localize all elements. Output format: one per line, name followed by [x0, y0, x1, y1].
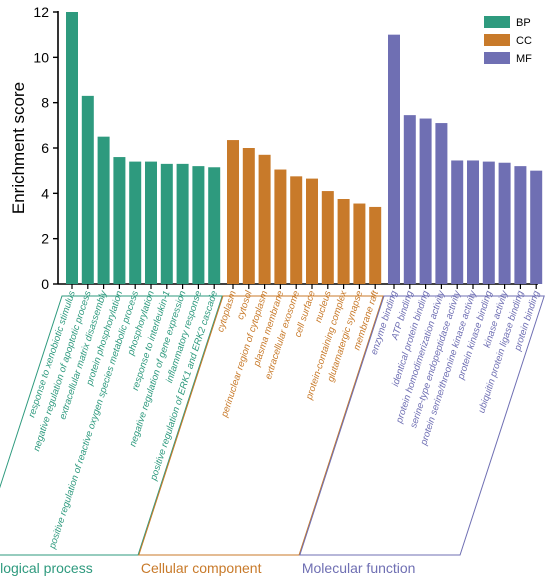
y-tick-label: 4: [41, 185, 49, 201]
bar-bp-response-to-xenobiotic-stimulus: [66, 12, 78, 284]
bar-mf-kinase-activity: [498, 162, 511, 284]
legend: BP CC MF: [484, 16, 532, 65]
bar-mf-protein-binding: [530, 170, 543, 284]
bar-mf-enzyme-binding: [388, 34, 400, 284]
bar-bp-positive-regulation-of-reactive-oxygen-species-metabolic-process: [129, 161, 142, 284]
x-tick-labels: response to xenobiotic stimulusnegative …: [26, 288, 542, 551]
bar-cc-nucleus: [321, 191, 334, 284]
bar-bp-response-to-interleukin-1: [160, 163, 173, 284]
bar-mf-protein-serine-threonine-kinase-activity: [467, 160, 479, 284]
bar-cc-protein-containing-complex: [337, 199, 350, 284]
group-bracket-bp: [0, 295, 223, 556]
legend-swatch-cc: [484, 34, 510, 46]
bars: [66, 12, 543, 285]
bar-bp-inflammatory-response: [192, 166, 205, 284]
bar-cc-plasma-membrane: [274, 169, 287, 284]
bar-cc-extracellular-exosome: [290, 176, 303, 284]
bar-cc-glutamatergic-synapse: [353, 203, 366, 284]
y-tick-label: 8: [41, 95, 49, 111]
bar-mf-protein-kinase-binding: [482, 161, 495, 284]
bar-cc-membrane-raft: [369, 206, 382, 284]
bar-cc-cytoplasm: [227, 140, 239, 284]
y-tick-label: 10: [33, 49, 49, 65]
bar-bp-protein-phosphorylation: [113, 157, 126, 284]
bar-mf-ubiquitin-protein-ligase-binding: [514, 166, 527, 284]
y-tick-label: 6: [41, 140, 49, 156]
bar-bp-negative-regulation-of-gene-expression: [176, 163, 189, 284]
group-label-cc: Cellular component: [141, 560, 262, 576]
legend-label-cc: CC: [516, 35, 532, 47]
group-label-mf: Molecular function: [302, 560, 416, 576]
group-brackets: Biological process Cellular component Mole…: [0, 295, 545, 576]
y-tick-label: 12: [33, 4, 49, 20]
group-bracket-mf: [299, 295, 545, 556]
legend-swatch-bp: [484, 16, 510, 28]
bar-mf-atp-binding: [403, 115, 416, 284]
bar-mf-protein-homodimerization-activity: [435, 123, 448, 284]
group-label-bp: Biological process: [0, 560, 93, 576]
group-bracket-cc: [138, 295, 384, 556]
bar-bp-negative-regulation-of-apoptotic-process: [81, 95, 94, 284]
y-axis-label: Enrichment score: [9, 82, 28, 214]
bar-cc-cell-surface: [306, 178, 318, 284]
bar-bp-phosphorylation: [145, 161, 157, 284]
bar-cc-cytosol: [242, 148, 255, 284]
bar-cc-perinuclear-region-of-cytoplasm: [258, 154, 271, 284]
y-tick-label: 2: [41, 231, 49, 247]
bar-mf-serine-type-endopeptidase-activity: [451, 160, 464, 284]
legend-label-mf: MF: [516, 53, 532, 65]
y-tick-label: 0: [41, 276, 49, 292]
legend-label-bp: BP: [516, 17, 531, 29]
bar-bp-extracellular-matrix-disassembly: [97, 136, 110, 284]
legend-swatch-mf: [484, 52, 510, 64]
bar-mf-identical-protein-binding: [419, 118, 432, 285]
bar-bp-positive-regulation-of-erk1-and-erk2-cascade: [208, 167, 221, 284]
